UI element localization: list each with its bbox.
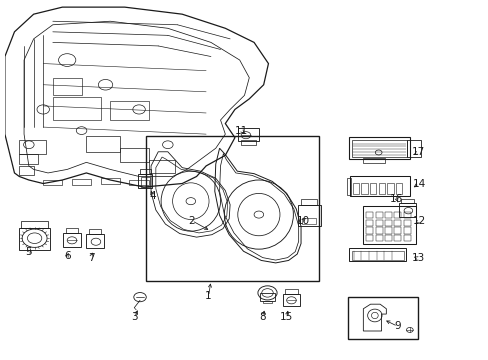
Bar xyxy=(348,137,409,159)
Bar xyxy=(347,297,418,339)
Bar xyxy=(21,221,48,228)
Bar xyxy=(43,180,62,185)
Bar xyxy=(301,199,317,205)
Bar xyxy=(110,100,148,120)
Text: 1: 1 xyxy=(205,292,211,301)
Bar xyxy=(89,229,101,234)
Bar xyxy=(407,140,420,157)
Bar xyxy=(19,140,45,154)
Bar xyxy=(366,227,373,234)
Text: 13: 13 xyxy=(410,253,424,263)
Text: 10: 10 xyxy=(296,216,309,226)
Text: 11: 11 xyxy=(235,126,248,136)
Bar xyxy=(346,178,350,195)
Bar xyxy=(375,220,382,226)
Bar xyxy=(241,140,255,145)
Bar xyxy=(120,148,148,162)
Text: 2: 2 xyxy=(188,216,195,226)
Bar xyxy=(297,205,320,226)
Text: 3: 3 xyxy=(131,312,137,322)
Bar xyxy=(148,159,175,173)
Bar xyxy=(63,233,81,247)
Text: 9: 9 xyxy=(394,321,400,332)
Bar xyxy=(403,220,410,226)
Text: 7: 7 xyxy=(88,253,94,262)
Bar xyxy=(375,212,382,218)
Bar xyxy=(361,183,367,194)
Bar xyxy=(138,174,152,189)
Bar xyxy=(282,294,300,306)
Bar xyxy=(86,136,120,152)
Bar xyxy=(393,220,401,226)
Bar xyxy=(140,169,150,174)
Text: 6: 6 xyxy=(64,251,70,261)
Bar xyxy=(395,183,401,194)
Bar xyxy=(363,158,384,163)
Bar xyxy=(237,128,258,141)
Bar xyxy=(140,177,150,188)
Bar xyxy=(260,293,274,301)
Bar xyxy=(384,235,391,242)
Bar xyxy=(352,183,358,194)
Bar xyxy=(146,136,318,280)
Bar xyxy=(403,227,410,234)
Bar xyxy=(384,227,391,234)
Bar xyxy=(384,220,391,226)
Bar xyxy=(375,235,382,242)
Bar xyxy=(129,180,148,185)
Bar xyxy=(369,183,376,194)
Bar xyxy=(366,220,373,226)
Bar xyxy=(351,251,403,260)
Text: 5: 5 xyxy=(25,247,32,257)
Bar xyxy=(53,78,81,95)
Bar xyxy=(348,248,406,261)
Bar xyxy=(302,218,315,224)
Bar xyxy=(262,301,272,303)
Bar xyxy=(400,199,413,203)
Bar xyxy=(366,212,373,218)
Text: 17: 17 xyxy=(410,148,424,157)
Bar xyxy=(65,228,78,233)
Bar xyxy=(53,97,101,120)
Text: 4: 4 xyxy=(149,191,156,201)
Bar xyxy=(393,235,401,242)
Bar xyxy=(19,166,34,175)
Bar xyxy=(386,183,393,194)
Bar xyxy=(285,289,297,294)
Bar xyxy=(403,212,410,218)
Bar xyxy=(366,235,373,242)
Bar xyxy=(19,154,39,164)
Bar xyxy=(19,228,50,249)
Bar xyxy=(384,212,391,218)
Text: 16: 16 xyxy=(389,194,403,204)
Bar xyxy=(363,207,415,243)
Bar xyxy=(351,140,406,157)
Bar xyxy=(72,179,91,185)
Text: 12: 12 xyxy=(412,216,425,226)
Bar xyxy=(393,212,401,218)
Bar xyxy=(403,235,410,242)
Bar xyxy=(86,234,103,248)
Text: 8: 8 xyxy=(259,312,265,322)
Bar xyxy=(393,227,401,234)
Bar xyxy=(101,178,120,184)
Bar xyxy=(349,176,409,196)
Bar xyxy=(375,227,382,234)
Bar xyxy=(398,203,415,217)
Bar xyxy=(378,183,384,194)
Text: 14: 14 xyxy=(412,179,425,189)
Text: 15: 15 xyxy=(280,312,293,322)
